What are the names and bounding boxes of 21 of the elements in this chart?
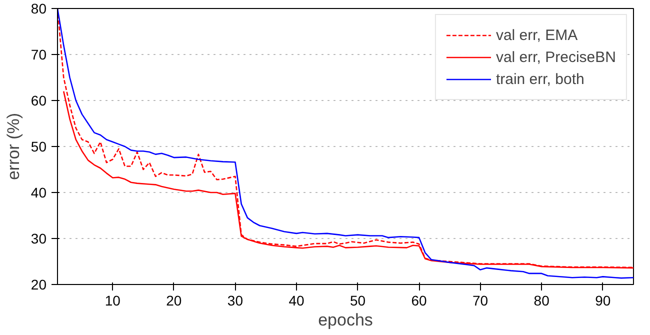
x-tick-label: 10: [104, 292, 121, 308]
y-tick-label: 70: [30, 46, 47, 62]
legend-label: val err, EMA: [496, 26, 578, 44]
x-tick-label: 20: [166, 292, 182, 308]
y-tick-label: 20: [30, 276, 47, 292]
y-tick-label: 60: [30, 92, 47, 108]
y-tick-label: 80: [30, 0, 47, 16]
x-tick-label: 80: [534, 292, 550, 308]
x-tick-label: 90: [595, 292, 611, 308]
x-tick-label: 40: [288, 292, 304, 308]
y-tick-label: 50: [30, 138, 47, 154]
x-tick-label: 30: [227, 292, 244, 308]
x-tick-label: 60: [411, 292, 428, 308]
y-axis-title: error (%): [4, 112, 23, 180]
legend-label: val err, PreciseBN: [496, 48, 616, 66]
x-axis-title: epochs: [318, 310, 373, 330]
y-tick-label: 30: [30, 230, 47, 246]
x-tick-label: 50: [350, 292, 366, 308]
legend-label: train err, both: [496, 70, 584, 88]
x-tick-label: 70: [472, 292, 488, 308]
y-tick-label: 40: [30, 184, 47, 200]
